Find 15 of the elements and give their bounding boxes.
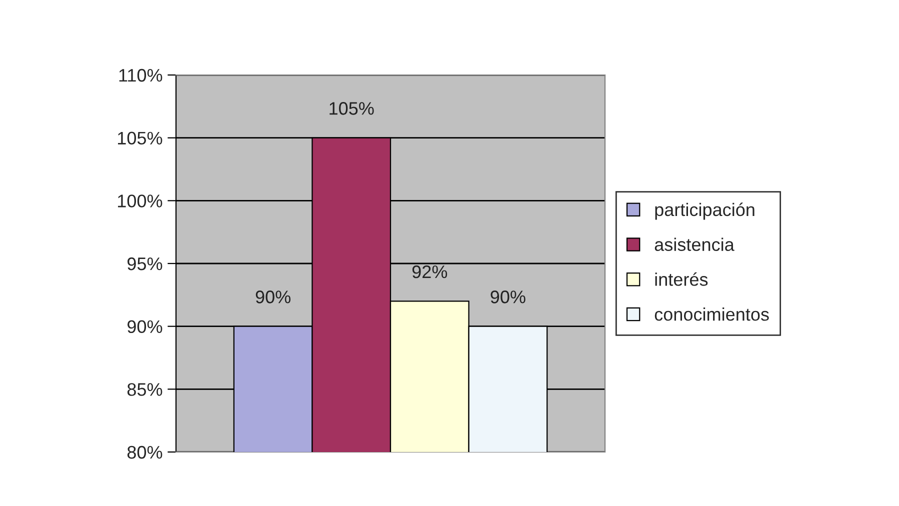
y-tick-label: 90% <box>128 320 162 334</box>
y-tick-label: 110% <box>119 68 162 82</box>
legend-label: participación <box>655 202 754 220</box>
y-tick-label: 95% <box>128 257 162 270</box>
data-label: 90% <box>256 290 290 304</box>
legend-label: interés <box>655 272 708 286</box>
legend-label: asistencia <box>654 238 734 252</box>
y-tick-label: 105% <box>118 132 162 145</box>
legend-label: conocimientos <box>654 308 769 321</box>
data-label: 90% <box>490 290 526 304</box>
y-tick-label: 80% <box>127 446 162 459</box>
y-tick-label: 85% <box>127 383 162 396</box>
y-tick-label: 100% <box>118 194 162 208</box>
data-label: 92% <box>412 265 448 278</box>
data-label: 105% <box>330 102 374 115</box>
